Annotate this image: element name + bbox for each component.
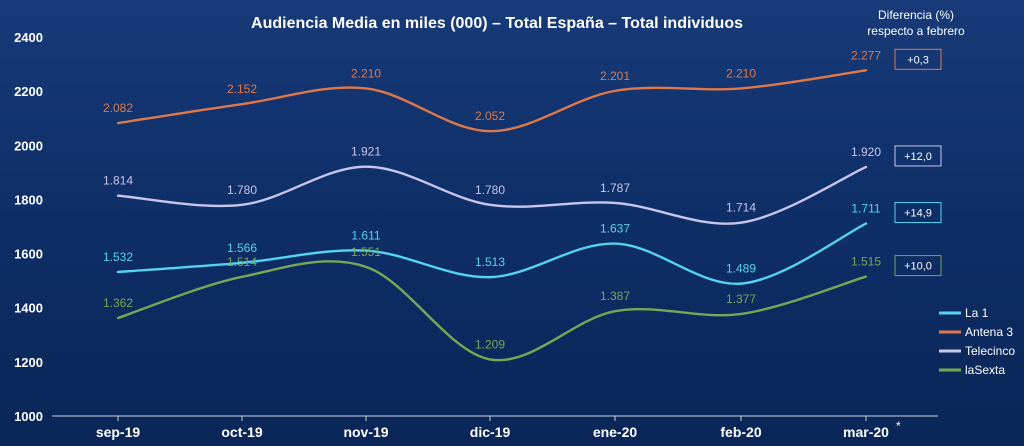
data-label: 1.566 — [227, 241, 257, 255]
data-label: 1.489 — [726, 262, 756, 276]
series-lines — [116, 69, 868, 362]
x-tick-label: oct-19 — [221, 424, 262, 440]
data-label: 1.637 — [600, 222, 630, 236]
data-label: 1.551 — [351, 245, 381, 259]
diff-value-la-1: +14,9 — [904, 208, 932, 220]
data-label: 1.377 — [726, 292, 756, 306]
data-label: 2.201 — [600, 69, 630, 83]
data-label: 1.780 — [475, 183, 505, 197]
legend-label-lasexta: laSexta — [965, 363, 1005, 377]
x-tick-label: mar-20 — [843, 424, 889, 440]
y-tick-label: 1200 — [14, 355, 43, 370]
x-tick-label: ene-20 — [593, 424, 638, 440]
legend-label-antena-3: Antena 3 — [965, 325, 1013, 339]
x-tick-label: sep-19 — [96, 424, 141, 440]
data-label: 1.921 — [351, 145, 381, 159]
y-tick-label: 1600 — [14, 247, 43, 262]
data-label: 1.611 — [351, 229, 380, 243]
chart-axes: 1000 1200 1400 1600 1800 2000 2200 2400 sep-19 oc… — [14, 30, 938, 440]
data-label: 1.514 — [227, 255, 257, 269]
diff-box-telecinco — [894, 145, 942, 167]
diff-value-antena-3: +0,3 — [907, 54, 929, 66]
data-label: 2.210 — [726, 66, 756, 80]
data-label: 1.787 — [600, 181, 630, 195]
data-label: 1.513 — [475, 255, 505, 269]
data-label: 1.920 — [851, 145, 881, 159]
diff-box-lasexta — [894, 255, 942, 277]
x-tick-label: nov-19 — [343, 424, 388, 440]
data-label: 2.210 — [351, 66, 381, 80]
series-line-lasexta — [116, 260, 868, 362]
diff-header-line-2: respecto a febrero — [867, 24, 965, 38]
y-tick-label: 2000 — [14, 138, 43, 153]
x-tick-label: dic-19 — [470, 424, 511, 440]
y-tick-label: 1400 — [14, 301, 43, 316]
data-label: 2.277 — [851, 48, 881, 62]
diff-box-la-1 — [894, 202, 942, 224]
data-label: 1.387 — [600, 289, 630, 303]
diff-value-lasexta: +10,0 — [904, 261, 932, 273]
data-label: 1.209 — [475, 337, 505, 351]
series-line-telecinco — [116, 165, 868, 225]
data-label: 1.814 — [103, 174, 133, 188]
y-tick-label: 1000 — [14, 409, 43, 424]
y-tick-label: 2200 — [14, 84, 43, 99]
data-label: 2.052 — [475, 109, 505, 123]
data-label: 1.711 — [851, 202, 880, 216]
data-label: 2.152 — [227, 82, 257, 96]
data-label: 1.515 — [851, 255, 881, 269]
x-tick-label: feb-20 — [720, 424, 761, 440]
data-label: 1.362 — [103, 296, 133, 310]
data-labels: 1.532 1.566 1.611 1.513 1.637 1.489 1.711 2.082… — [103, 48, 881, 351]
y-tick-label: 1800 — [14, 192, 43, 207]
series-line-antena-3 — [116, 69, 868, 133]
diff-header-line-1: Diferencia (%) — [878, 8, 954, 22]
data-label: 1.780 — [227, 183, 257, 197]
diff-boxes: +14,9 +0,3 +12,0 +10,0 — [894, 48, 942, 277]
diff-box-antena-3 — [894, 48, 942, 70]
diff-value-telecinco: +12,0 — [904, 151, 932, 163]
y-tick-label: 2400 — [14, 30, 43, 45]
legend-label-telecinco: Telecinco — [965, 344, 1015, 358]
chart-title: Audiencia Media en miles (000) – Total E… — [251, 15, 743, 32]
chart-legend: La 1 Antena 3 Telecinco laSexta — [939, 306, 1015, 377]
data-label: 2.082 — [103, 101, 133, 115]
data-label: 1.532 — [103, 250, 133, 264]
series-line-la-1 — [116, 222, 868, 285]
x-tick-marker: * — [896, 419, 901, 433]
data-label: 1.714 — [726, 201, 756, 215]
legend-label-la-1: La 1 — [965, 306, 989, 320]
